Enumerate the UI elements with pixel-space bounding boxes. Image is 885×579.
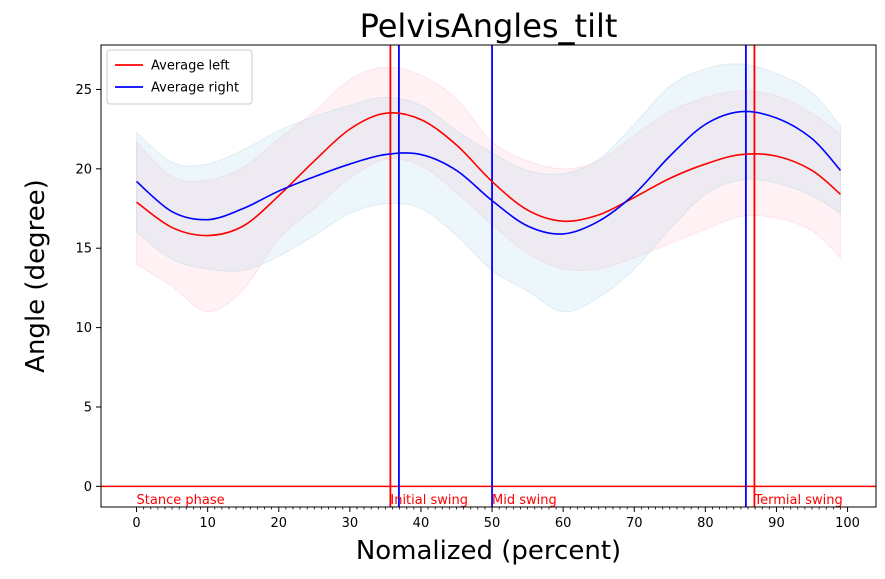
x-axis-ticks: 0 10 20 30 40 50 60 70 80 90 100: [132, 507, 860, 531]
x-tick-label: 30: [342, 516, 359, 531]
y-tick-label: 20: [75, 162, 92, 177]
x-tick-label: 80: [697, 516, 714, 531]
band-left: [136, 66, 841, 313]
y-tick-label: 5: [84, 400, 92, 415]
y-tick-label: 10: [75, 321, 92, 336]
legend: Average left Average right: [106, 49, 253, 105]
chart-title: PelvisAngles_tilt: [360, 7, 618, 45]
x-tick-label: 50: [484, 516, 501, 531]
y-tick-label: 0: [84, 480, 92, 495]
x-tick-label: 40: [413, 516, 430, 531]
x-axis-label: Nomalized (percent): [356, 536, 621, 566]
x-tick-label: 10: [199, 516, 216, 531]
legend-entries: Average left Average right: [115, 59, 239, 96]
phase-annotation-2: Mid swing: [492, 493, 557, 508]
y-tick-label: 25: [75, 83, 92, 98]
phase-annotation-3: Termial swing: [753, 493, 842, 508]
x-tick-label: 0: [132, 516, 140, 531]
y-axis-label: Angle (degree): [21, 179, 51, 373]
confidence-bands: [136, 63, 841, 313]
series-lines: [136, 110, 842, 237]
x-tick-label: 70: [626, 516, 643, 531]
legend-label-average-right: Average right: [151, 81, 239, 96]
phase-annotation-0: Stance phase: [137, 493, 225, 508]
x-tick-label: 100: [835, 516, 860, 531]
y-axis-ticks: 0 5 10 15 20 25: [75, 83, 101, 495]
x-tick-label: 60: [555, 516, 572, 531]
y-tick-label: 15: [75, 242, 92, 257]
phase-annotation-1: Initial swing: [390, 493, 468, 508]
series-line-average-right: [136, 110, 842, 235]
plot-frame: [100, 44, 877, 508]
band-right: [136, 63, 841, 313]
x-tick-label: 90: [768, 516, 785, 531]
phase-divider-lines: [389, 45, 756, 507]
series-line-average-left: [136, 112, 841, 237]
legend-box: [106, 49, 253, 105]
phase-annotations: Stance phase Initial swing Mid swing Termia…: [137, 493, 843, 508]
legend-label-average-left: Average left: [151, 59, 230, 74]
x-tick-label: 20: [270, 516, 287, 531]
